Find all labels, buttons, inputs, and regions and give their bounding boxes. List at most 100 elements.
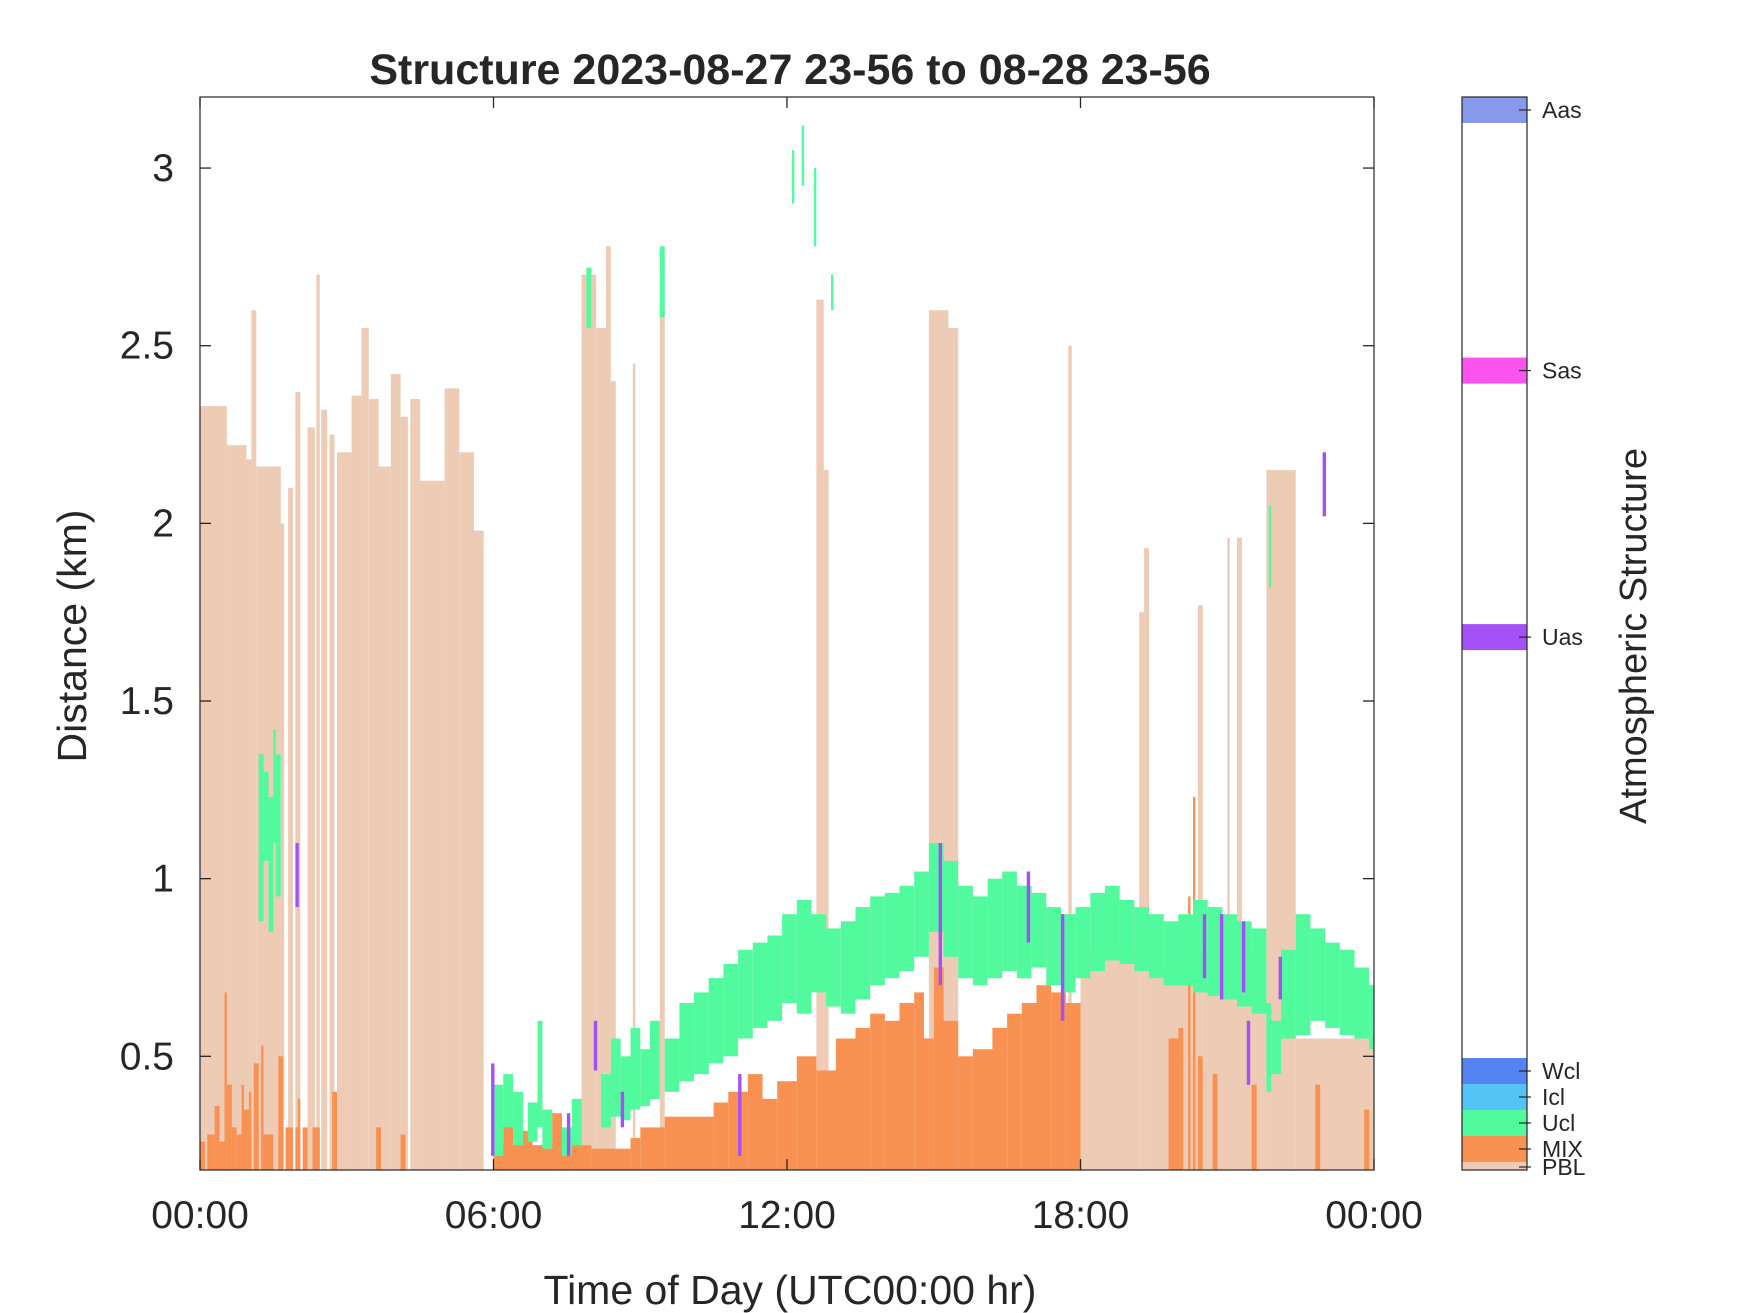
structure-bar-ucl-14 xyxy=(601,1074,611,1128)
structure-bar-ucl-53 xyxy=(1134,907,1149,972)
structure-bar-mix-63 xyxy=(1315,1084,1321,1170)
structure-bar-ucl-63 xyxy=(1271,1020,1282,1075)
structure-bar-uas-3 xyxy=(593,1020,598,1071)
structure-bar-pbl-5 xyxy=(280,523,285,1170)
x-tick-label: 18:00 xyxy=(1032,1194,1130,1237)
structure-bar-pbl-38 xyxy=(1227,537,1230,1170)
structure-bar-mix-48 xyxy=(958,1056,973,1170)
structure-bar-ucl-50 xyxy=(1090,892,1105,972)
structure-bar-ucl-3 xyxy=(273,729,276,844)
colorbar-swatch-sas xyxy=(1462,357,1527,384)
colorbar-swatch-ucl xyxy=(1462,1110,1527,1136)
structure-bar-mix-34 xyxy=(747,1074,763,1170)
structure-bar-pbl-21 xyxy=(444,388,460,1170)
structure-bar-ucl-5 xyxy=(493,1084,504,1156)
colorbar-swatch-uas xyxy=(1462,624,1527,651)
structure-bar-pbl-7 xyxy=(295,391,301,1170)
structure-bar-ucl-34 xyxy=(855,907,871,1000)
structure-bar-uas-13 xyxy=(1278,956,1282,1000)
colorbar-frame xyxy=(1461,96,1528,1171)
structure-bar-mix-58 xyxy=(1188,896,1191,1170)
structure-bar-pbl-16 xyxy=(378,466,391,1170)
colorbar-label-ucl: Ucl xyxy=(1542,1110,1575,1136)
colorbar-swatch-aas xyxy=(1462,97,1527,123)
y-axis: 0.5 1 1.5 2 2.5 3 xyxy=(120,147,1374,1078)
structure-bar-ucl-30 xyxy=(796,900,812,1014)
structure-bar-ucl-4 xyxy=(275,754,281,897)
structure-bar-pbl-3 xyxy=(251,310,257,1170)
structure-bar-pbl-18 xyxy=(400,416,408,1170)
colorbar-label-sas: Sas xyxy=(1542,358,1582,384)
structure-bar-mix-2 xyxy=(214,1106,220,1170)
structure-bar-ucl-26 xyxy=(738,949,753,1039)
structure-bar-uas-4 xyxy=(620,1091,625,1128)
structure-bar-mix-12 xyxy=(261,1045,264,1170)
structure-bar-ucl-65 xyxy=(1295,914,1311,1035)
structure-bar-ucl-6 xyxy=(503,1074,514,1128)
colorbar-label-pbl: PBL xyxy=(1542,1154,1586,1180)
structure-bar-mix-28 xyxy=(591,1148,631,1170)
structure-bar-ucl-36 xyxy=(884,892,900,979)
y-tick-label: 2.5 xyxy=(120,325,174,368)
structure-bar-ucl-12 xyxy=(571,1098,582,1146)
structure-bar-mix-14 xyxy=(278,1056,284,1170)
structure-bar-uas-1 xyxy=(491,1063,495,1156)
structure-bar-pbl-39 xyxy=(1237,537,1242,1170)
structure-bar-mix-39 xyxy=(835,1038,856,1170)
structure-bar-ucl-56 xyxy=(1178,914,1193,986)
structure-bar-pbl-36 xyxy=(1144,548,1149,1170)
colorbar-label-uas: Uas xyxy=(1542,624,1583,650)
structure-bar-ucl-2 xyxy=(268,796,274,932)
structure-bar-mix-10 xyxy=(248,1091,252,1170)
x-tick-label: 00:00 xyxy=(151,1194,249,1237)
structure-bar-ucl-71 xyxy=(791,150,795,204)
structure-bar-pbl-19 xyxy=(410,399,421,1170)
structure-bar-pbl-8 xyxy=(307,427,315,1170)
structure-bar-ucl-13 xyxy=(586,267,592,328)
structure-bar-uas-2 xyxy=(566,1113,571,1156)
structure-bar-ucl-8 xyxy=(527,1102,538,1142)
structure-bar-mix-35 xyxy=(762,1098,778,1170)
structure-bar-ucl-66 xyxy=(1310,928,1326,1021)
structure-bar-ucl-15 xyxy=(610,1038,621,1117)
structure-bar-mix-50 xyxy=(992,1027,1008,1170)
structure-bar-mix-37 xyxy=(796,1056,817,1170)
colorbar-title: Atmospheric Structure xyxy=(1613,448,1655,824)
structure-bar-ucl-69 xyxy=(1354,967,1370,1039)
structure-bar-pbl-24 xyxy=(581,274,597,1171)
x-axis-label: Time of Day (UTC00:00 hr) xyxy=(544,1267,1037,1313)
structure-bar-mix-11 xyxy=(253,1063,259,1170)
structure-bar-pbl-0 xyxy=(200,406,227,1171)
structure-bar-ucl-22 xyxy=(679,1003,695,1082)
structure-bar-ucl-21 xyxy=(664,1038,680,1092)
structure-bar-ucl-40 xyxy=(943,860,959,957)
structure-bar-mix-29 xyxy=(630,1138,641,1170)
y-tick-label: 1 xyxy=(152,858,174,901)
structure-bar-ucl-75 xyxy=(1268,505,1272,588)
structure-bar-ucl-64 xyxy=(1281,949,1296,1039)
structure-bar-ucl-37 xyxy=(899,885,915,972)
structure-bar-mix-3 xyxy=(219,1141,225,1170)
structure-bar-pbl-2 xyxy=(246,459,252,1170)
structure-bar-uas-8 xyxy=(1060,914,1065,1021)
chart-title: Structure 2023-08-27 23-56 to 08-28 23-5… xyxy=(369,46,1210,94)
structure-bar-pbl-25 xyxy=(596,327,606,1170)
structure-bar-ucl-73 xyxy=(813,168,817,247)
structure-bar-mix-4 xyxy=(224,992,227,1170)
structure-bar-pbl-30 xyxy=(816,299,824,1170)
structure-bar-pbl-35 xyxy=(1139,612,1145,1170)
structure-bar-mix-55 xyxy=(1065,1003,1081,1170)
structure-bar-mix-60 xyxy=(1197,1056,1203,1170)
structure-bar-ucl-35 xyxy=(870,896,885,986)
structure-bar-uas-9 xyxy=(1202,914,1207,979)
structure-bar-mix-21 xyxy=(376,1127,381,1170)
structure-bar-pbl-28 xyxy=(632,363,636,1170)
structure-bar-mix-0 xyxy=(200,1141,205,1170)
structure-bar-ucl-10 xyxy=(542,1109,553,1149)
structure-bar-mix-43 xyxy=(899,1003,915,1170)
structure-bar-pbl-34 xyxy=(1068,345,1072,1170)
x-tick-label: 06:00 xyxy=(445,1194,543,1237)
structure-bar-uas-11 xyxy=(1241,921,1246,993)
structure-bar-pbl-44 xyxy=(1295,1038,1374,1170)
y-tick-label: 2 xyxy=(152,502,174,545)
